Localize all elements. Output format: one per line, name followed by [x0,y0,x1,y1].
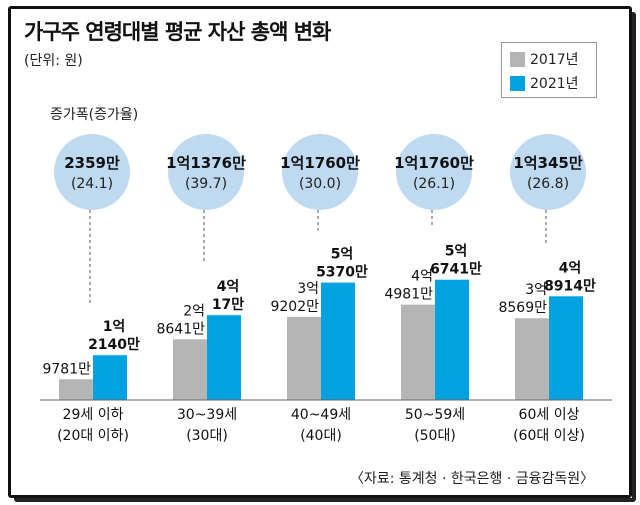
increase-bubble [282,134,358,210]
frame-shadow [14,12,636,502]
data-label-2021: 8914만 [544,278,596,294]
increase-rate: (30.0) [299,176,341,192]
increase-rate: (39.7) [185,176,227,192]
category-label: 60세 이상 [519,407,580,423]
data-label-2021: 1억 [103,319,126,335]
legend-item-2017: 2017년 [510,49,579,69]
legend: 2017년 2021년 [501,42,597,98]
data-label-2021: 5370만 [316,265,368,281]
data-label-2021: 4억 [217,279,240,295]
category-label: (30대) [186,428,228,444]
data-label-2017: 4981만 [384,287,433,303]
data-label-2017: 9202만 [270,299,319,315]
data-label-2021: 6741만 [430,262,482,278]
data-label-2017: 3억 [297,281,319,297]
chart-frame [8,6,632,498]
legend-label-2021: 2021년 [530,76,579,92]
increase-amount: 1억1760만 [280,154,360,172]
increase-amount: 1억345만 [513,154,583,172]
bar-2021 [435,279,469,400]
data-label-2017: 8569만 [498,300,547,316]
data-label-2017: 2억 [183,303,205,319]
data-label-2021: 5억 [445,244,468,260]
data-label-2021: 4억 [559,260,582,276]
increase-amount: 2359만 [64,154,120,172]
increase-bubble [54,134,130,210]
category-label: (60대 이상) [513,428,585,444]
increase-bubble [510,134,586,210]
bar-2017 [287,316,321,400]
data-label-2021: 5억 [331,247,354,263]
bar-2021 [93,355,127,400]
data-label-2017: 9781만 [42,361,91,377]
bar-2017 [401,304,435,400]
category-label: 40~49세 [291,407,351,423]
legend-label-2017: 2017년 [530,52,579,68]
data-label-2021: 17만 [212,297,244,313]
data-label-2017: 8641만 [156,321,205,337]
unit-label: (단위: 원) [24,53,83,69]
bar-2017 [59,379,93,400]
category-label: (20대 이하) [57,428,129,444]
source-note: 〈자료: 통계청 · 한국은행 · 금융감독원〉 [350,471,595,487]
increase-rate: (24.1) [71,176,113,192]
bar-2017 [515,318,549,400]
bar-2021 [207,315,241,400]
increase-rate: (26.8) [527,176,569,192]
category-label: 29세 이하 [63,407,124,423]
legend-swatch-2021 [510,75,525,91]
legend-swatch-2017 [510,51,525,67]
category-label: 30~39세 [177,407,237,423]
increase-amount: 1억1760만 [394,154,474,172]
increase-rate: (26.1) [413,176,455,192]
legend-item-2021: 2021년 [510,73,579,93]
increase-bubble [396,134,472,210]
category-label: (40대) [300,428,342,444]
increase-bubble [168,134,244,210]
data-label-2021: 2140만 [88,337,140,353]
category-label: 50~59세 [405,407,465,423]
bar-2021 [321,282,355,400]
data-label-2017: 3억 [525,282,547,298]
increase-amount: 1억1376만 [166,154,246,172]
chart-title: 가구주 연령대별 평균 자산 총액 변화 [24,20,331,44]
category-label: (50대) [414,428,456,444]
bar-2017 [173,339,207,400]
increase-label: 증가폭(증가율) [50,107,139,123]
data-label-2017: 4억 [411,269,433,285]
bar-2021 [549,296,583,400]
